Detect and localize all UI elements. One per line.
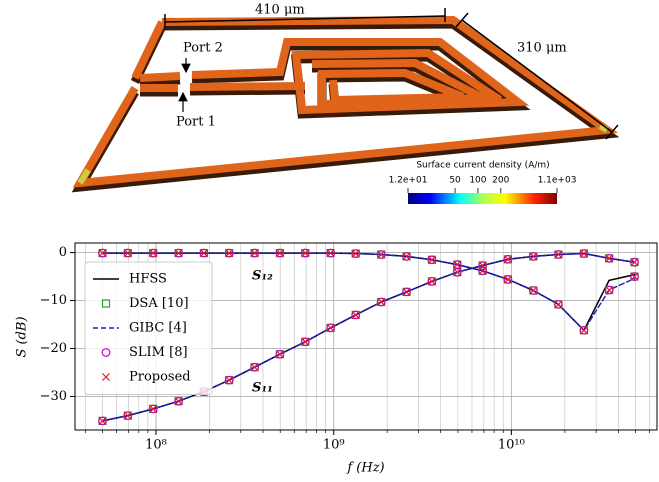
y-tick-label: −30 <box>40 389 67 404</box>
x-marker <box>555 301 562 308</box>
page: 410 μm 310 μm Port 2 Port 1 Surface curr… <box>0 0 659 482</box>
x-marker <box>327 324 334 331</box>
x-marker <box>226 377 233 384</box>
x-axis-label: f (Hz) <box>346 461 384 476</box>
legend-label: SLIM [8] <box>129 345 188 360</box>
x-marker <box>403 288 410 295</box>
x-marker <box>606 286 613 293</box>
y-tick-label: −10 <box>40 293 67 308</box>
legend-label: Proposed <box>129 370 191 385</box>
y-tick-label: −20 <box>40 341 67 356</box>
legend: HFSS DSA [10] GIBC [4] SLIM [8] Proposed <box>85 262 212 395</box>
legend-label: DSA [10] <box>129 296 189 311</box>
dimension-label: 410 μm <box>255 3 305 18</box>
dimension-label: 310 μm <box>517 41 567 56</box>
curve-label: S₁₂ <box>252 269 273 284</box>
x-tick-label: 10⁸ <box>145 438 167 453</box>
x-marker <box>530 287 537 294</box>
colorbar-tick-label: 50 <box>449 176 461 186</box>
y-tick-label: 0 <box>59 245 67 260</box>
curve-label: S₁₁ <box>252 381 273 396</box>
legend-label: HFSS <box>129 272 167 287</box>
y-axis-label: S (dB) <box>15 316 30 357</box>
x-marker <box>504 276 511 283</box>
x-marker <box>580 327 587 334</box>
colorbar-tick-label: 1.2e+01 <box>389 176 428 186</box>
legend-label: GIBC [4] <box>129 321 187 336</box>
x-marker <box>251 364 258 371</box>
colorbar-label: Surface current density (A/m) <box>416 161 549 171</box>
x-marker <box>378 298 385 305</box>
x-marker <box>352 311 359 318</box>
x-marker <box>302 338 309 345</box>
x-marker <box>428 278 435 285</box>
colorbar <box>408 193 557 204</box>
x-tick-label: 10¹⁰ <box>498 438 525 453</box>
port-label: Port 2 <box>183 41 223 56</box>
x-tick-label: 10⁹ <box>323 438 345 453</box>
colorbar-tick-label: 100 <box>469 176 486 186</box>
figure: 410 μm 310 μm Port 2 Port 1 Surface curr… <box>0 0 659 482</box>
colorbar-tick-label: 1.1e+03 <box>538 176 577 186</box>
colorbar-tick-label: 200 <box>492 176 509 186</box>
port-label: Port 1 <box>176 115 216 130</box>
